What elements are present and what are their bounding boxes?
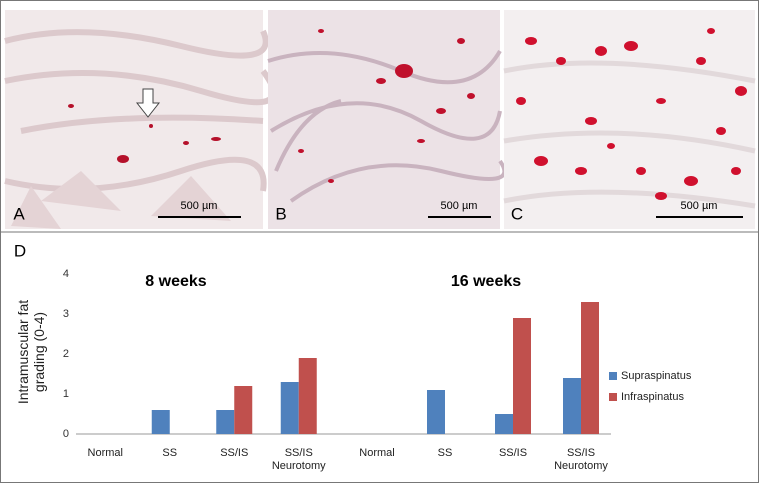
x-tick-label: SS (437, 447, 453, 459)
y-tick-label: 2 (63, 348, 69, 360)
panel-label: D (14, 241, 26, 260)
x-tick-label: Normal (87, 447, 123, 459)
x-tick-label: SS (162, 447, 178, 459)
y-tick-label: 1 (63, 388, 69, 400)
y-tick-label: 4 (63, 268, 69, 280)
bar (581, 302, 599, 434)
panel-label: C (511, 204, 523, 223)
legend-swatch (609, 393, 617, 401)
x-tick-label: Normal (359, 447, 395, 459)
panel-label: B (275, 204, 286, 223)
bar (216, 410, 235, 434)
panel-label: A (13, 204, 25, 223)
scale-bar-label: 500 µm (441, 200, 478, 212)
panel-title: 16 weeks (451, 273, 521, 290)
bar (151, 410, 170, 434)
bar (513, 318, 531, 434)
y-tick-label: 3 (63, 308, 69, 320)
y-axis-label: Intramuscular fat grading (0-4) (15, 299, 47, 405)
bar (234, 386, 253, 434)
bar (495, 414, 513, 434)
legend-label: Supraspinatus (621, 370, 692, 382)
bar (563, 378, 581, 434)
micrograph-b (267, 10, 507, 229)
x-tick-label: SS/IS Neurotomy (554, 447, 608, 472)
y-tick-label: 0 (63, 428, 69, 440)
x-tick-label: SS/IS Neurotomy (271, 447, 326, 472)
x-tick-label: SS/IS (498, 447, 528, 459)
panel-title: 8 weeks (145, 273, 206, 290)
micrograph-a (4, 10, 277, 229)
legend-swatch (609, 372, 617, 380)
legend-label: Infraspinatus (621, 391, 684, 403)
bar (427, 390, 445, 434)
bar (280, 382, 299, 434)
micrograph-c (503, 10, 756, 229)
bar (298, 358, 317, 434)
scale-bar-label: 500 µm (681, 200, 718, 212)
scale-bar-label: 500 µm (181, 200, 218, 212)
x-tick-label: SS/IS (220, 447, 249, 459)
